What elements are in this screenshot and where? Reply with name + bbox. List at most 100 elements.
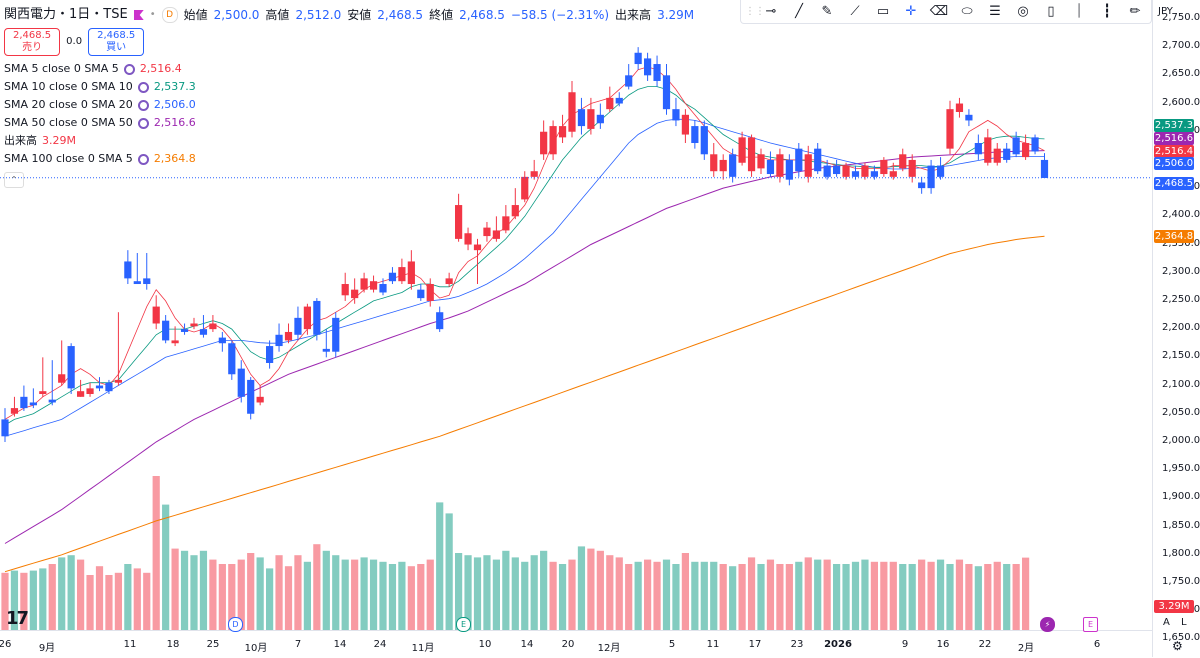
candle-body [672,109,680,121]
auto-scale-button[interactable]: A [1163,617,1170,628]
indicator-list: SMA 5 close 0 SMA 5 2,516.4 SMA 10 close 0… [4,60,694,168]
indicator-label: SMA 100 close 0 SMA 5 [4,152,133,165]
candle-body [294,317,302,335]
path-icon[interactable]: ⟋ [850,4,860,19]
vertical-line-icon[interactable]: ⏐ [1075,4,1083,19]
open-value: 2,500.0 [213,8,260,22]
price-tag[interactable]: 3.29M [1154,600,1194,613]
indicator-label: SMA 10 close 0 SMA 10 [4,80,133,93]
candle-body [199,329,208,335]
indicator-row[interactable]: SMA 100 close 0 SMA 5 2,364.8 [4,150,694,168]
price-tag[interactable]: 2,364.8 [1154,230,1194,243]
event-marker[interactable]: ⚡ [1040,617,1055,632]
drag-handle-icon[interactable]: ⋮⋮ [745,6,765,17]
candle-body [1022,143,1030,158]
x-tick-label: 17 [748,639,762,650]
ellipse-icon[interactable]: ⬭ [961,4,973,19]
market-status-badge[interactable]: D [161,7,178,23]
candle-body [823,165,831,177]
rectangle-icon[interactable]: ▯ [1047,4,1055,19]
volume-bar [332,555,340,630]
x-tick-label: 11月 [411,643,435,654]
high-label: 高値 [265,8,290,22]
candle-body [833,165,841,175]
volume-bar [294,555,302,630]
source-cycle-icon[interactable] [137,99,149,111]
candle-body [908,159,916,177]
crosshair-icon[interactable]: ✛ [905,4,917,19]
volume-bar [29,570,37,630]
candle-body [644,58,652,76]
event-marker[interactable]: E [456,617,471,632]
collapse-legend-button[interactable]: ⌃ [4,172,24,188]
buy-button[interactable]: 2,468.5 買い [88,28,145,56]
x-tick-label: 14 [333,639,347,650]
settings-gear-icon[interactable]: ⚙ [1172,639,1183,653]
indicator-row[interactable]: SMA 20 close 0 SMA 20 2,506.0 [4,96,694,114]
indicator-value: 2,537.3 [153,80,196,93]
y-tick-label: 2,150.0 [1162,350,1200,362]
text-lines-icon[interactable]: ☰ [989,4,1001,19]
price-tag[interactable]: 2,537.3 [1154,119,1194,132]
sell-button[interactable]: 2,468.5 売り [4,28,61,56]
time-axis[interactable] [0,630,1152,658]
volume-bar [247,553,255,630]
price-axis[interactable] [1152,0,1200,657]
candle-body [105,382,113,392]
symbol-title[interactable]: 関西電力・1日・TSE [4,7,128,22]
chart-legend: 関西電力・1日・TSE • D 始値 2,500.0 高値 2,512.0 安値 2,… [4,4,694,188]
horizontal-ray-icon[interactable]: ⊸ [765,4,777,19]
currency-label[interactable]: JPY [1158,6,1173,17]
candle-body [729,154,737,177]
pencil-icon[interactable]: ✏ [1129,4,1141,19]
indicator-row[interactable]: SMA 50 close 0 SMA 50 2,516.6 [4,114,694,132]
x-tick-label: 16 [936,639,950,650]
price-tag[interactable]: 2,516.4 [1154,145,1194,158]
volume-bar [776,564,784,630]
x-tick-label: 22 [978,639,992,650]
candles-icon[interactable]: ┇ [1103,4,1111,19]
log-scale-button[interactable]: L [1181,617,1187,628]
tradingview-logo[interactable]: 17 [6,608,29,629]
x-tick-label: 5 [668,639,676,650]
callout-icon[interactable]: ▭ [876,4,890,19]
sell-price: 2,468.5 [13,30,52,41]
volume-bar [1,572,9,630]
candle-body [549,126,557,155]
volume-bar [908,564,916,630]
eraser-icon[interactable]: ⌫ [929,4,949,19]
y-tick-label: 2,350.0 [1162,237,1200,249]
candle-body [870,171,878,177]
volume-bar [20,572,28,630]
volume-bar [105,575,113,630]
y-tick-label: 2,200.0 [1162,322,1200,334]
flag-icon[interactable] [133,10,144,20]
price-tag[interactable]: 2,506.0 [1154,157,1194,170]
volume-bar [492,559,500,630]
price-tag[interactable]: 2,516.6 [1154,132,1194,145]
y-tick-label: 1,800.0 [1162,547,1200,559]
volume-bar [918,559,926,630]
candle-body [341,284,349,296]
y-tick-label: 2,000.0 [1162,434,1200,446]
indicator-row[interactable]: SMA 5 close 0 SMA 5 2,516.4 [4,60,694,78]
source-cycle-icon[interactable] [137,117,149,129]
event-marker[interactable]: D [228,617,243,632]
source-cycle-icon[interactable] [137,153,149,165]
source-cycle-icon[interactable] [123,63,135,75]
source-cycle-icon[interactable] [137,81,149,93]
y-tick-label: 2,050.0 [1162,406,1200,418]
price-tag[interactable]: 2,468.5 [1154,177,1194,190]
indicator-row[interactable]: SMA 10 close 0 SMA 10 2,537.3 [4,78,694,96]
circle-target-icon[interactable]: ◎ [1017,4,1029,19]
candle-body [303,306,311,330]
brush-icon[interactable]: ✎ [821,4,833,19]
trend-line-icon[interactable]: ╱ [795,4,803,19]
volume-bar [388,564,397,630]
indicator-row[interactable]: 出来高 3.29M [4,132,694,150]
volume-bar [77,559,85,630]
volume-bar [785,564,793,630]
close-label: 終値 [429,8,454,22]
event-marker[interactable]: E [1083,617,1098,632]
